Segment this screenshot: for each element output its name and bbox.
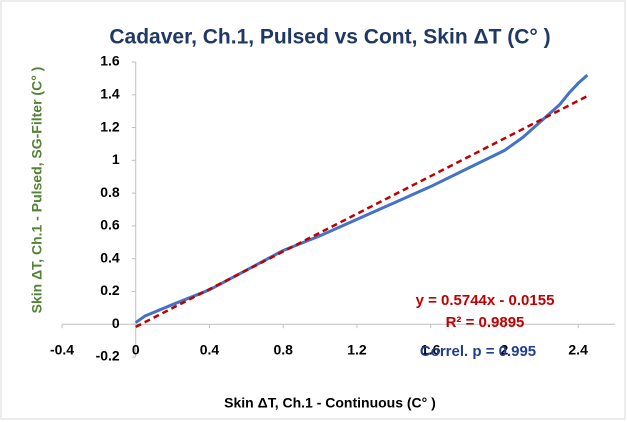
- trend-line: [135, 94, 588, 328]
- x-tick-label: 1.6: [421, 342, 441, 358]
- x-axis-title: Skin ΔT, Ch.1 - Continuous (C° ): [224, 395, 436, 411]
- y-tick-label: 1.2: [100, 118, 120, 134]
- y-tick-label: 0.2: [100, 282, 120, 298]
- annotation: R² = 0.9895: [446, 314, 525, 331]
- x-tick-label: 1.2: [347, 342, 367, 358]
- x-tick-label: 0.4: [200, 342, 220, 358]
- y-tick-label: 0: [112, 315, 120, 331]
- y-axis-title: Skin ΔT, Ch.1 - Pulsed, SG-Filter (C° ): [29, 67, 45, 314]
- y-tick-label: -0.2: [96, 348, 120, 364]
- x-tick-label: 0.8: [273, 342, 293, 358]
- x-tick-label: 0: [132, 342, 140, 358]
- y-tick-label: 1: [112, 151, 120, 167]
- y-tick-label: 0.8: [100, 184, 120, 200]
- x-tick-label: -0.4: [50, 342, 74, 358]
- annotation: Correl. p = 0.995: [420, 343, 536, 360]
- x-tick-label: 2.4: [568, 342, 588, 358]
- y-tick-label: 1.4: [100, 85, 120, 101]
- y-tick-label: 1.6: [100, 53, 120, 69]
- y-tick-label: 0.4: [100, 249, 120, 265]
- x-tick-label: 2: [501, 342, 509, 358]
- y-tick-label: 0.6: [100, 217, 120, 233]
- chart-title: Cadaver, Ch.1, Pulsed vs Cont, Skin ΔT (…: [109, 26, 550, 49]
- annotation: y = 0.5744x - 0.0155: [416, 292, 555, 309]
